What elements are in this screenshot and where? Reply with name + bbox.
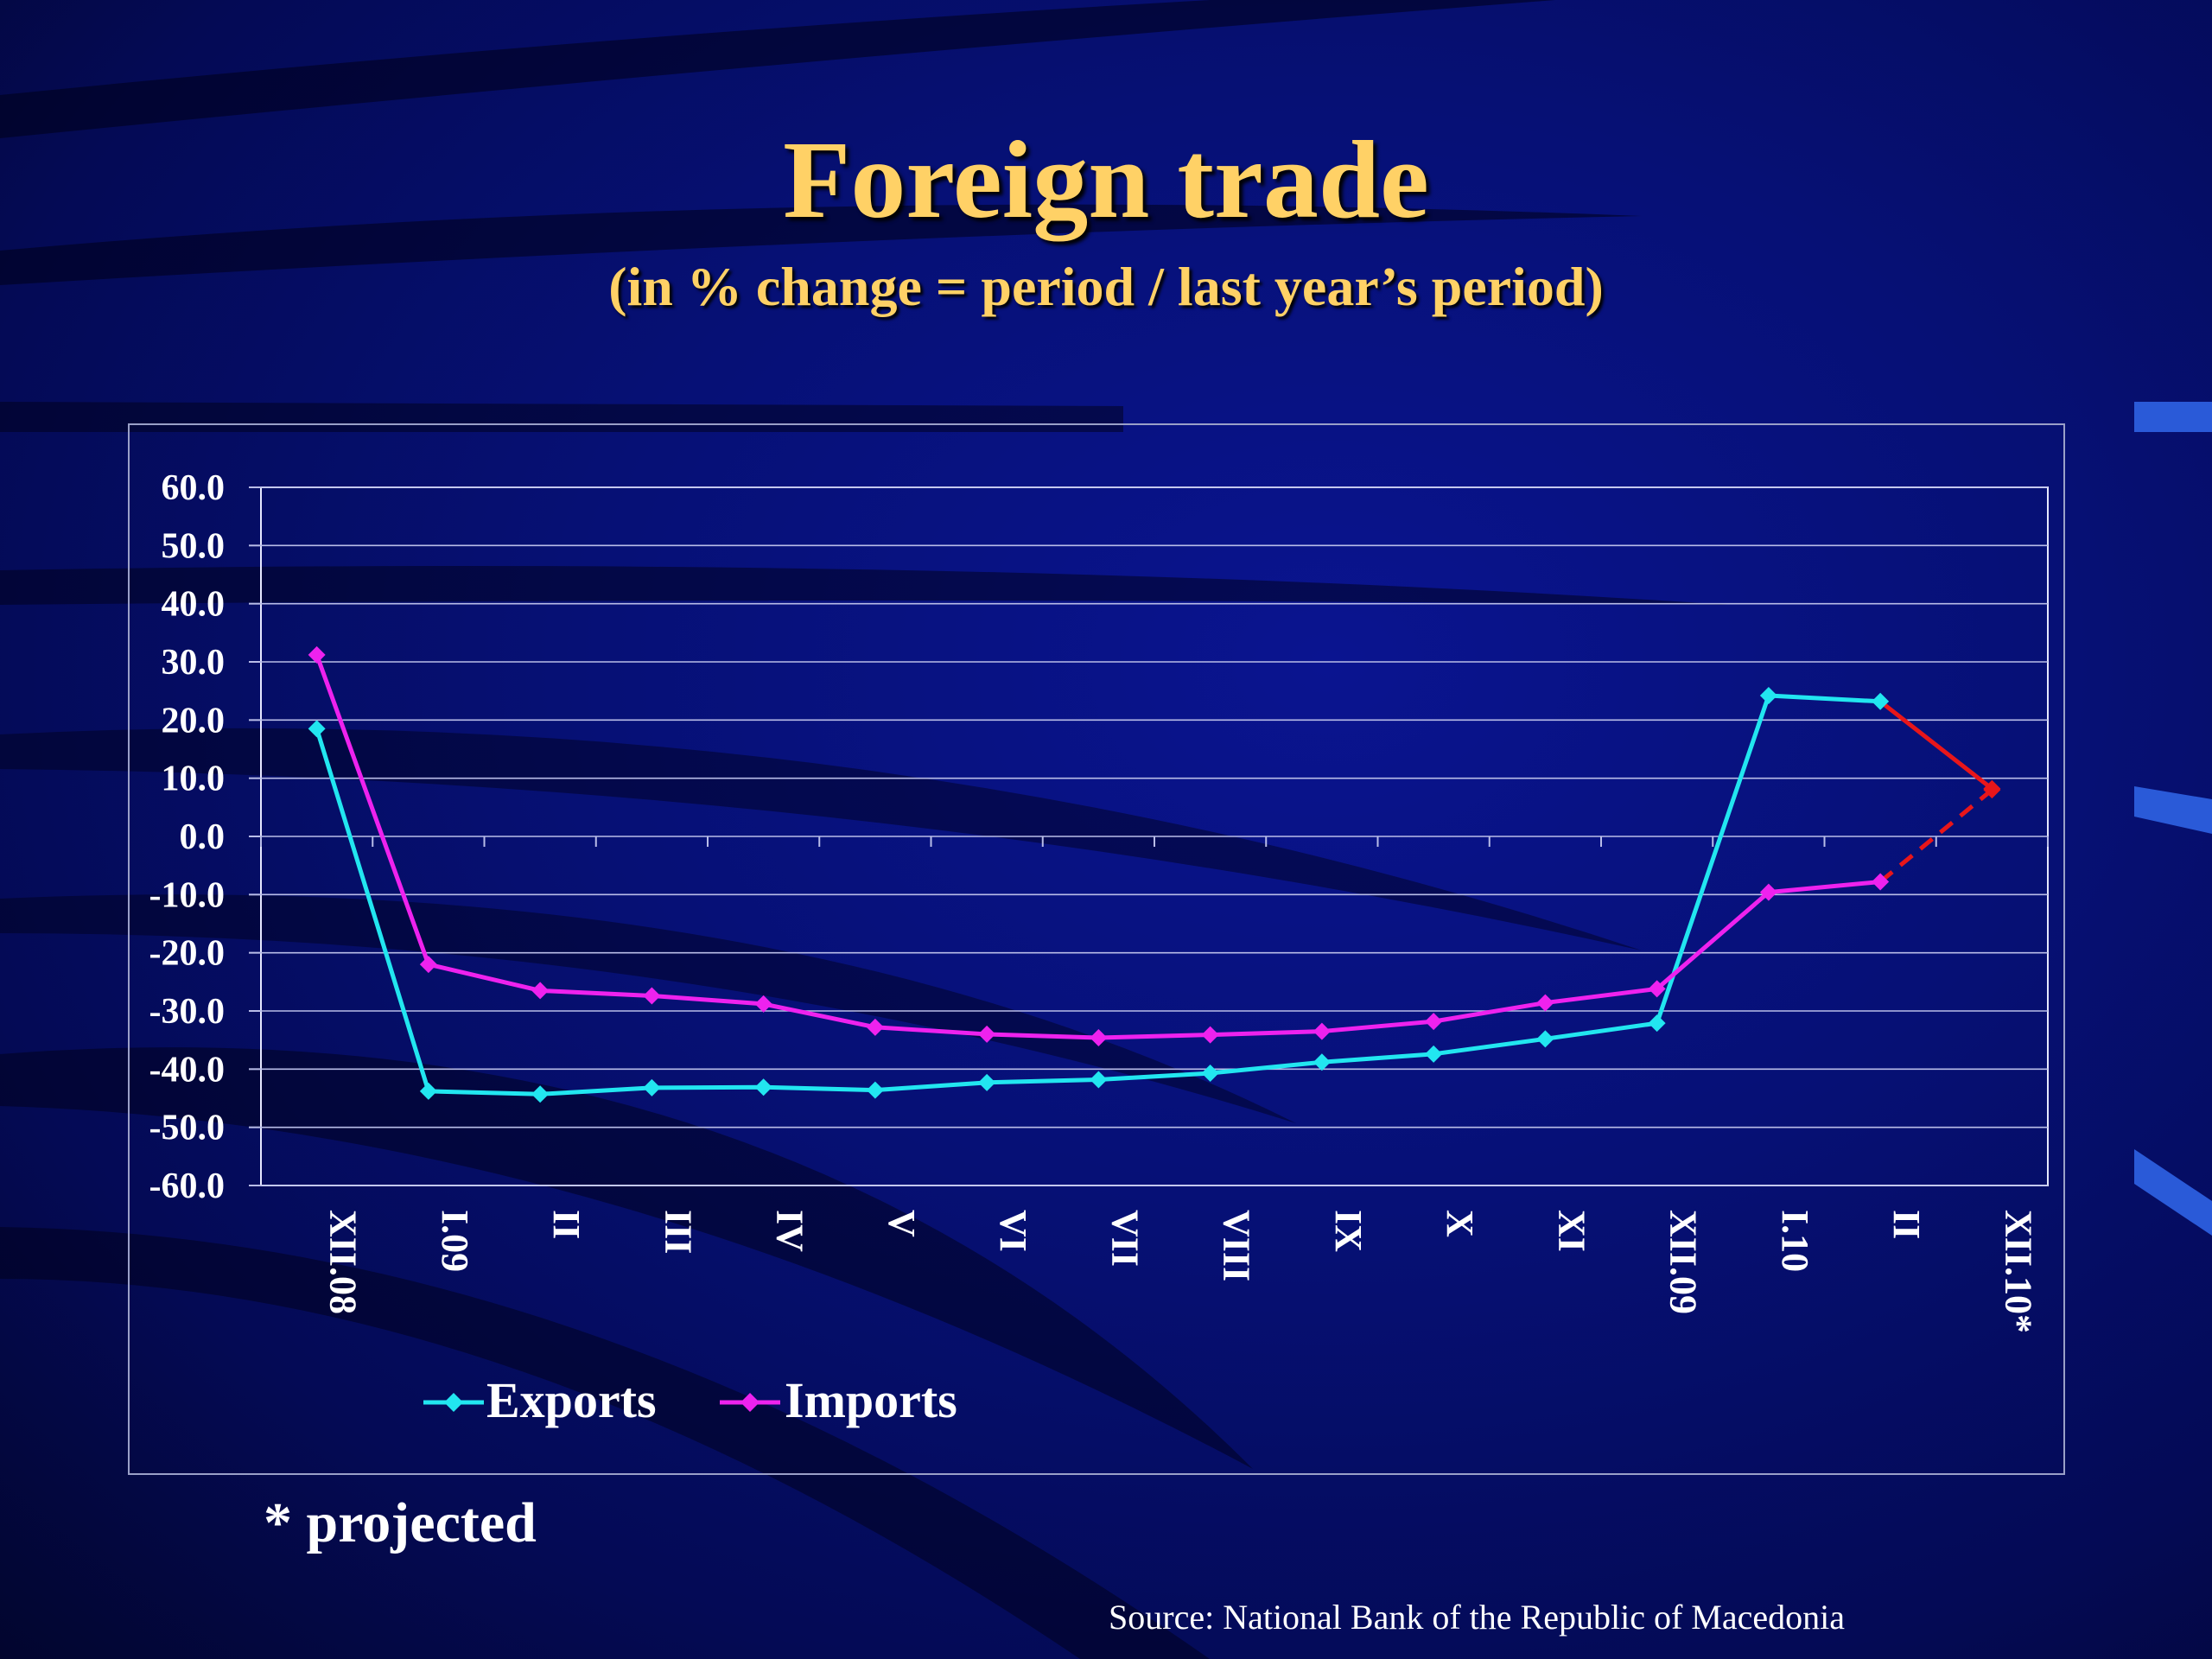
y-tick-label: 0.0 bbox=[180, 817, 226, 857]
y-tick-label: -30.0 bbox=[149, 992, 226, 1032]
x-tick-label: IV bbox=[769, 1210, 811, 1252]
x-tick-label: II bbox=[545, 1210, 588, 1239]
y-tick-label: 30.0 bbox=[162, 643, 226, 683]
data-point-exports bbox=[1090, 1071, 1108, 1089]
x-tick-label: V bbox=[880, 1210, 923, 1237]
y-tick-label: 20.0 bbox=[162, 701, 226, 741]
x-tick-label: XI bbox=[1550, 1210, 1592, 1252]
legend-imports-marker bbox=[741, 1393, 760, 1412]
data-point-exports bbox=[1872, 692, 1890, 710]
data-point-imports bbox=[643, 987, 661, 1005]
x-tick-label: VI bbox=[992, 1210, 1034, 1252]
legend: Exports Imports bbox=[423, 1372, 957, 1428]
x-tick-label: II bbox=[1885, 1210, 1928, 1239]
x-tick-label: I.09 bbox=[434, 1210, 476, 1272]
slide-title: Foreign trade bbox=[783, 118, 1429, 241]
y-tick-label: -40.0 bbox=[149, 1050, 226, 1090]
y-tick-label: 10.0 bbox=[162, 760, 226, 799]
x-tick-label: I.10 bbox=[1774, 1210, 1816, 1272]
x-tick-label: X bbox=[1439, 1210, 1481, 1237]
data-point-exports bbox=[643, 1078, 661, 1096]
data-point-imports bbox=[531, 982, 550, 1000]
data-point-imports bbox=[978, 1025, 996, 1043]
data-point-imports bbox=[1313, 1022, 1331, 1040]
data-point-imports bbox=[1648, 980, 1666, 998]
y-tick-label: 40.0 bbox=[162, 585, 226, 625]
legend-exports-label: Exports bbox=[486, 1372, 657, 1428]
y-axis-tick-labels: 60.0 50.0 40.0 30.0 20.0 10.0 0.0 -10.0 -20.0 -30… bbox=[149, 468, 226, 1206]
x-tick-label: IX bbox=[1327, 1210, 1370, 1252]
data-point-exports bbox=[1201, 1065, 1219, 1083]
legend-exports-marker bbox=[444, 1393, 463, 1412]
data-point-imports bbox=[419, 956, 437, 974]
data-point-exports bbox=[1759, 687, 1777, 705]
source-note: Source: National Bank of the Republic of… bbox=[1109, 1598, 1845, 1637]
data-point-exports bbox=[308, 720, 326, 738]
y-tick-label: -50.0 bbox=[149, 1109, 226, 1148]
y-tick-label: -60.0 bbox=[149, 1166, 226, 1206]
y-tick-label: 50.0 bbox=[162, 526, 226, 566]
data-point-imports bbox=[866, 1018, 884, 1036]
legend-imports-label: Imports bbox=[785, 1372, 957, 1428]
data-point-imports bbox=[1201, 1026, 1219, 1044]
data-point-imports bbox=[1536, 994, 1554, 1012]
data-point-exports bbox=[754, 1078, 772, 1096]
data-point-exports bbox=[866, 1081, 884, 1099]
projection-line-exports bbox=[1878, 699, 1993, 791]
x-axis-tick-labels: XII.08 I.09 II III IV V VI VII VIII IX X XI XII.09 I.… bbox=[322, 1210, 2040, 1333]
data-point-exports bbox=[978, 1073, 996, 1091]
data-point-exports bbox=[1313, 1053, 1331, 1071]
data-point-exports bbox=[1425, 1045, 1443, 1063]
data-point-imports bbox=[1090, 1028, 1108, 1046]
x-tick-label: III bbox=[657, 1210, 699, 1254]
x-tick-label: XII.08 bbox=[322, 1210, 365, 1314]
y-tick-label: -20.0 bbox=[149, 934, 226, 974]
data-point-imports bbox=[1872, 873, 1890, 891]
series-line-imports bbox=[315, 654, 1881, 1040]
data-point-imports bbox=[1759, 883, 1777, 901]
y-tick-label: 60.0 bbox=[162, 468, 226, 508]
x-tick-label: VIII bbox=[1216, 1210, 1258, 1281]
series-lines bbox=[308, 645, 2001, 1103]
slide-subtitle: (in % change = period / last year’s peri… bbox=[608, 256, 1604, 317]
x-tick-label: XII.09 bbox=[1662, 1210, 1705, 1314]
y-tick-label: -10.0 bbox=[149, 875, 226, 915]
gridlines bbox=[249, 486, 2049, 1186]
data-point-imports bbox=[1983, 781, 2001, 799]
x-tick-label: XII.10* bbox=[1997, 1210, 2039, 1333]
data-point-exports bbox=[1536, 1030, 1554, 1048]
data-point-imports bbox=[754, 995, 772, 1013]
data-point-imports bbox=[308, 645, 326, 664]
data-point-imports bbox=[1425, 1013, 1443, 1031]
data-point-exports bbox=[531, 1085, 550, 1103]
data-point-exports bbox=[1648, 1014, 1666, 1033]
x-tick-label: VII bbox=[1103, 1210, 1146, 1267]
chart-frame bbox=[128, 423, 2065, 1475]
data-point-exports bbox=[419, 1082, 437, 1100]
projected-footnote: * projected bbox=[264, 1491, 537, 1554]
